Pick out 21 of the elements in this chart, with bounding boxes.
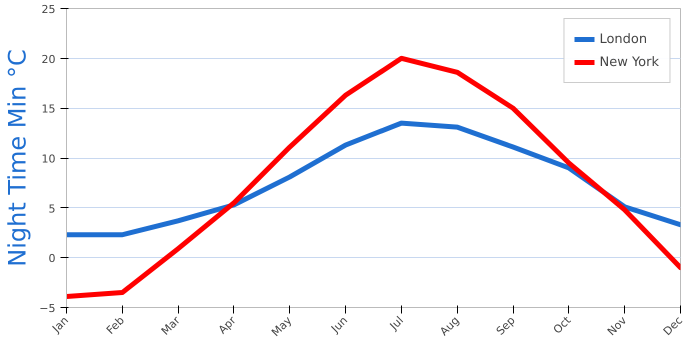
x-tick-label: Aug <box>437 314 462 338</box>
y-tick-label: −5 <box>39 302 56 315</box>
y-axis-title: Night Time Min °C <box>3 49 32 267</box>
y-tick-label: 5 <box>48 202 56 216</box>
x-tick-label: Mar <box>158 314 184 338</box>
x-tick-label: Jul <box>386 314 406 334</box>
y-tick-label: 20 <box>42 52 56 66</box>
x-tick-label: Sep <box>494 314 518 338</box>
y-tick-label: 10 <box>42 152 56 166</box>
x-tick-label: Feb <box>104 314 127 337</box>
y-tick-label: 0 <box>48 252 56 266</box>
y-tick-label: 15 <box>42 102 56 116</box>
x-tick-label: Jun <box>328 314 350 336</box>
legend-label: New York <box>599 54 659 70</box>
y-tick-label: 25 <box>42 3 56 16</box>
x-tick-label: Apr <box>216 314 239 337</box>
x-tick-label: Oct <box>550 313 574 337</box>
legend-label: London <box>599 32 648 46</box>
x-tick-label: Jan <box>49 314 72 336</box>
x-tick-label: Nov <box>604 314 630 338</box>
x-tick-label: Dec <box>660 314 686 338</box>
